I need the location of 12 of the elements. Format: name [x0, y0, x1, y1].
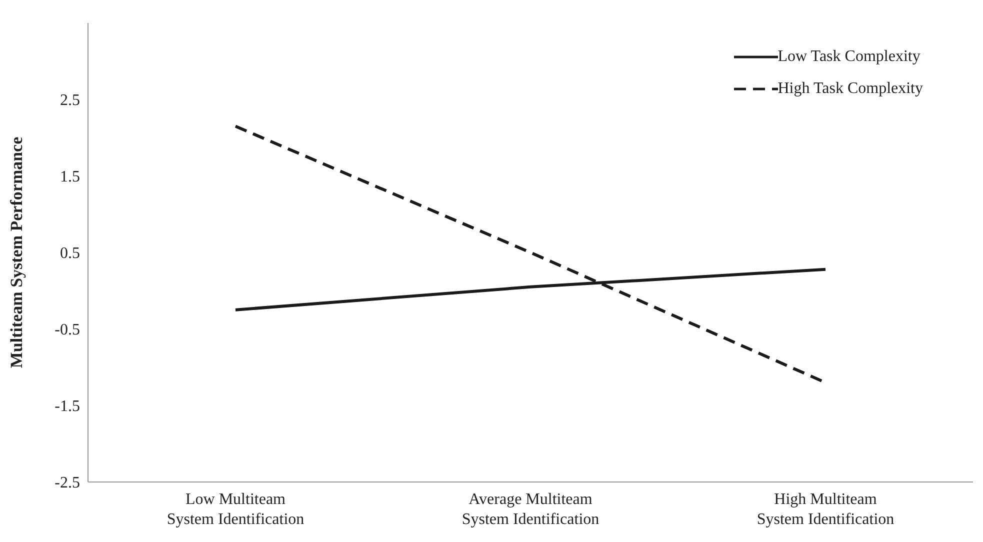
x-tick-label: Average Multiteam System Identification	[462, 491, 600, 528]
y-tick-label: -2.5	[54, 474, 80, 492]
x-tick-label: Low Multiteam System Identification	[166, 491, 304, 528]
legend-label: High Task Complexity	[778, 80, 923, 98]
y-tick-label: -0.5	[54, 322, 80, 339]
y-axis-title: Multiteam System Performance	[7, 136, 26, 368]
y-tick-label: -1.5	[54, 398, 80, 416]
x-tick-label: High Multiteam System Identification	[756, 491, 894, 528]
y-tick-label: 0.5	[60, 245, 80, 262]
y-tick-label: 1.5	[60, 168, 80, 186]
legend-label: Low Task Complexity	[778, 48, 920, 66]
y-tick-label: 2.5	[60, 92, 80, 110]
